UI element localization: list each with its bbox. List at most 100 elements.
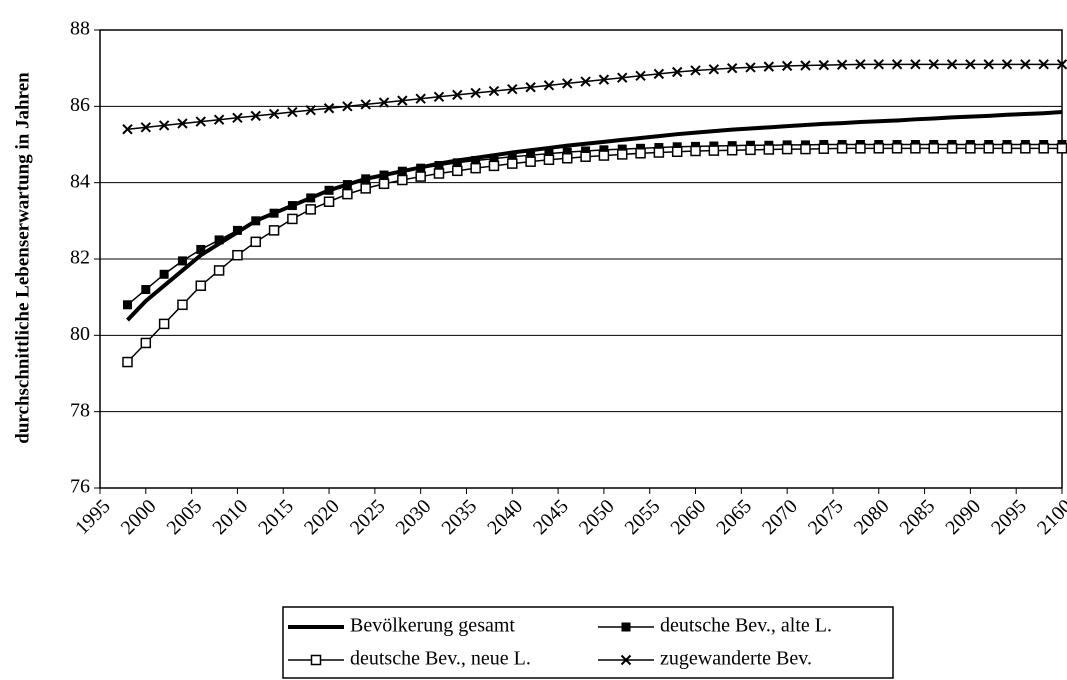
marker <box>342 101 353 112</box>
marker <box>617 144 627 154</box>
marker <box>562 152 573 164</box>
marker <box>653 68 665 80</box>
marker <box>653 147 665 158</box>
y-axis-label: durchschnittliche Lebenserwartung in Jah… <box>12 72 33 444</box>
y-tick-label: 78 <box>70 399 90 421</box>
marker <box>855 59 866 70</box>
marker <box>269 208 279 218</box>
marker <box>562 78 573 89</box>
x-tick-label: 2060 <box>666 495 710 539</box>
marker <box>287 213 298 225</box>
marker <box>232 112 243 123</box>
marker <box>965 143 976 154</box>
x-tick-label: 1995 <box>71 495 115 539</box>
marker <box>251 216 261 226</box>
marker <box>397 166 407 176</box>
marker <box>946 59 958 70</box>
marker <box>598 150 610 161</box>
marker <box>562 147 572 157</box>
marker <box>581 146 591 156</box>
marker <box>1001 143 1013 154</box>
line <box>126 147 1062 363</box>
marker <box>232 225 242 235</box>
marker <box>433 168 445 179</box>
marker <box>159 269 169 279</box>
line <box>127 143 1062 306</box>
marker <box>781 143 793 155</box>
marker <box>726 144 738 156</box>
marker <box>818 59 829 71</box>
marker <box>599 145 609 155</box>
x-tick-label: 2085 <box>896 495 940 539</box>
marker <box>544 149 554 159</box>
marker <box>800 143 811 155</box>
marker <box>781 60 793 72</box>
marker <box>195 280 207 291</box>
marker <box>617 72 628 83</box>
marker <box>488 160 500 172</box>
marker <box>434 160 444 170</box>
legend-marker <box>621 622 631 632</box>
marker <box>580 76 591 87</box>
marker <box>965 59 976 70</box>
marker <box>141 285 151 295</box>
marker <box>708 64 720 75</box>
x-tick-label: 2025 <box>346 495 390 539</box>
marker <box>745 144 756 156</box>
marker <box>671 146 683 158</box>
x-tick-label: 2070 <box>758 495 802 539</box>
marker <box>836 59 848 70</box>
x-tick-label: 2035 <box>437 495 481 539</box>
y-tick-label: 82 <box>70 247 90 269</box>
marker <box>323 196 335 207</box>
marker <box>488 85 500 97</box>
marker <box>1020 59 1031 70</box>
legend-label: deutsche Bev., alte L. <box>660 615 832 637</box>
x-tick-label: 2080 <box>850 495 894 539</box>
marker <box>855 143 866 154</box>
marker <box>580 151 591 162</box>
marker <box>416 163 426 173</box>
marker <box>543 80 555 91</box>
marker <box>305 104 316 116</box>
marker <box>616 149 628 160</box>
marker <box>214 235 224 245</box>
marker <box>177 299 188 311</box>
marker <box>268 108 280 120</box>
marker <box>507 83 518 95</box>
marker <box>745 62 756 73</box>
marker <box>983 143 994 154</box>
marker <box>928 59 939 70</box>
marker <box>323 103 335 114</box>
marker <box>397 95 408 106</box>
legend-label: Bevölkerung gesamt <box>350 615 515 637</box>
y-tick-label: 76 <box>70 476 90 498</box>
x-tick-label: 2000 <box>117 495 161 539</box>
x-tick-label: 2030 <box>392 495 436 539</box>
x-tick-label: 2065 <box>712 495 756 539</box>
marker <box>232 249 243 261</box>
legend-label: deutsche Bev., neue L. <box>350 648 531 670</box>
x-tick-label: 2020 <box>300 495 344 539</box>
marker <box>1056 59 1067 70</box>
y-tick-label: 86 <box>70 94 90 116</box>
x-tick-label: 2045 <box>529 495 573 539</box>
marker <box>158 318 170 330</box>
marker <box>360 99 371 110</box>
legend-label: zugewanderte Bev. <box>660 648 812 670</box>
marker <box>195 116 206 127</box>
marker <box>946 143 958 154</box>
marker <box>360 183 371 194</box>
marker <box>140 122 152 133</box>
marker <box>873 143 885 154</box>
marker <box>507 158 518 169</box>
marker <box>268 225 280 236</box>
legend-box <box>282 606 894 679</box>
marker <box>379 170 389 180</box>
x-tick-label: 2040 <box>483 495 527 539</box>
marker <box>305 204 316 215</box>
marker <box>836 143 848 154</box>
marker <box>250 110 261 122</box>
marker <box>928 143 939 154</box>
y-tick-label: 80 <box>70 323 90 345</box>
